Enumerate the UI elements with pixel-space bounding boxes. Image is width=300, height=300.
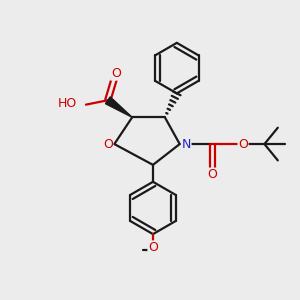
Text: N: N	[182, 138, 191, 151]
Text: O: O	[238, 138, 248, 151]
Text: O: O	[208, 168, 218, 181]
Text: O: O	[148, 241, 158, 254]
Text: HO: HO	[58, 97, 77, 110]
Polygon shape	[105, 97, 132, 117]
Text: O: O	[103, 138, 113, 151]
Text: O: O	[111, 67, 121, 80]
